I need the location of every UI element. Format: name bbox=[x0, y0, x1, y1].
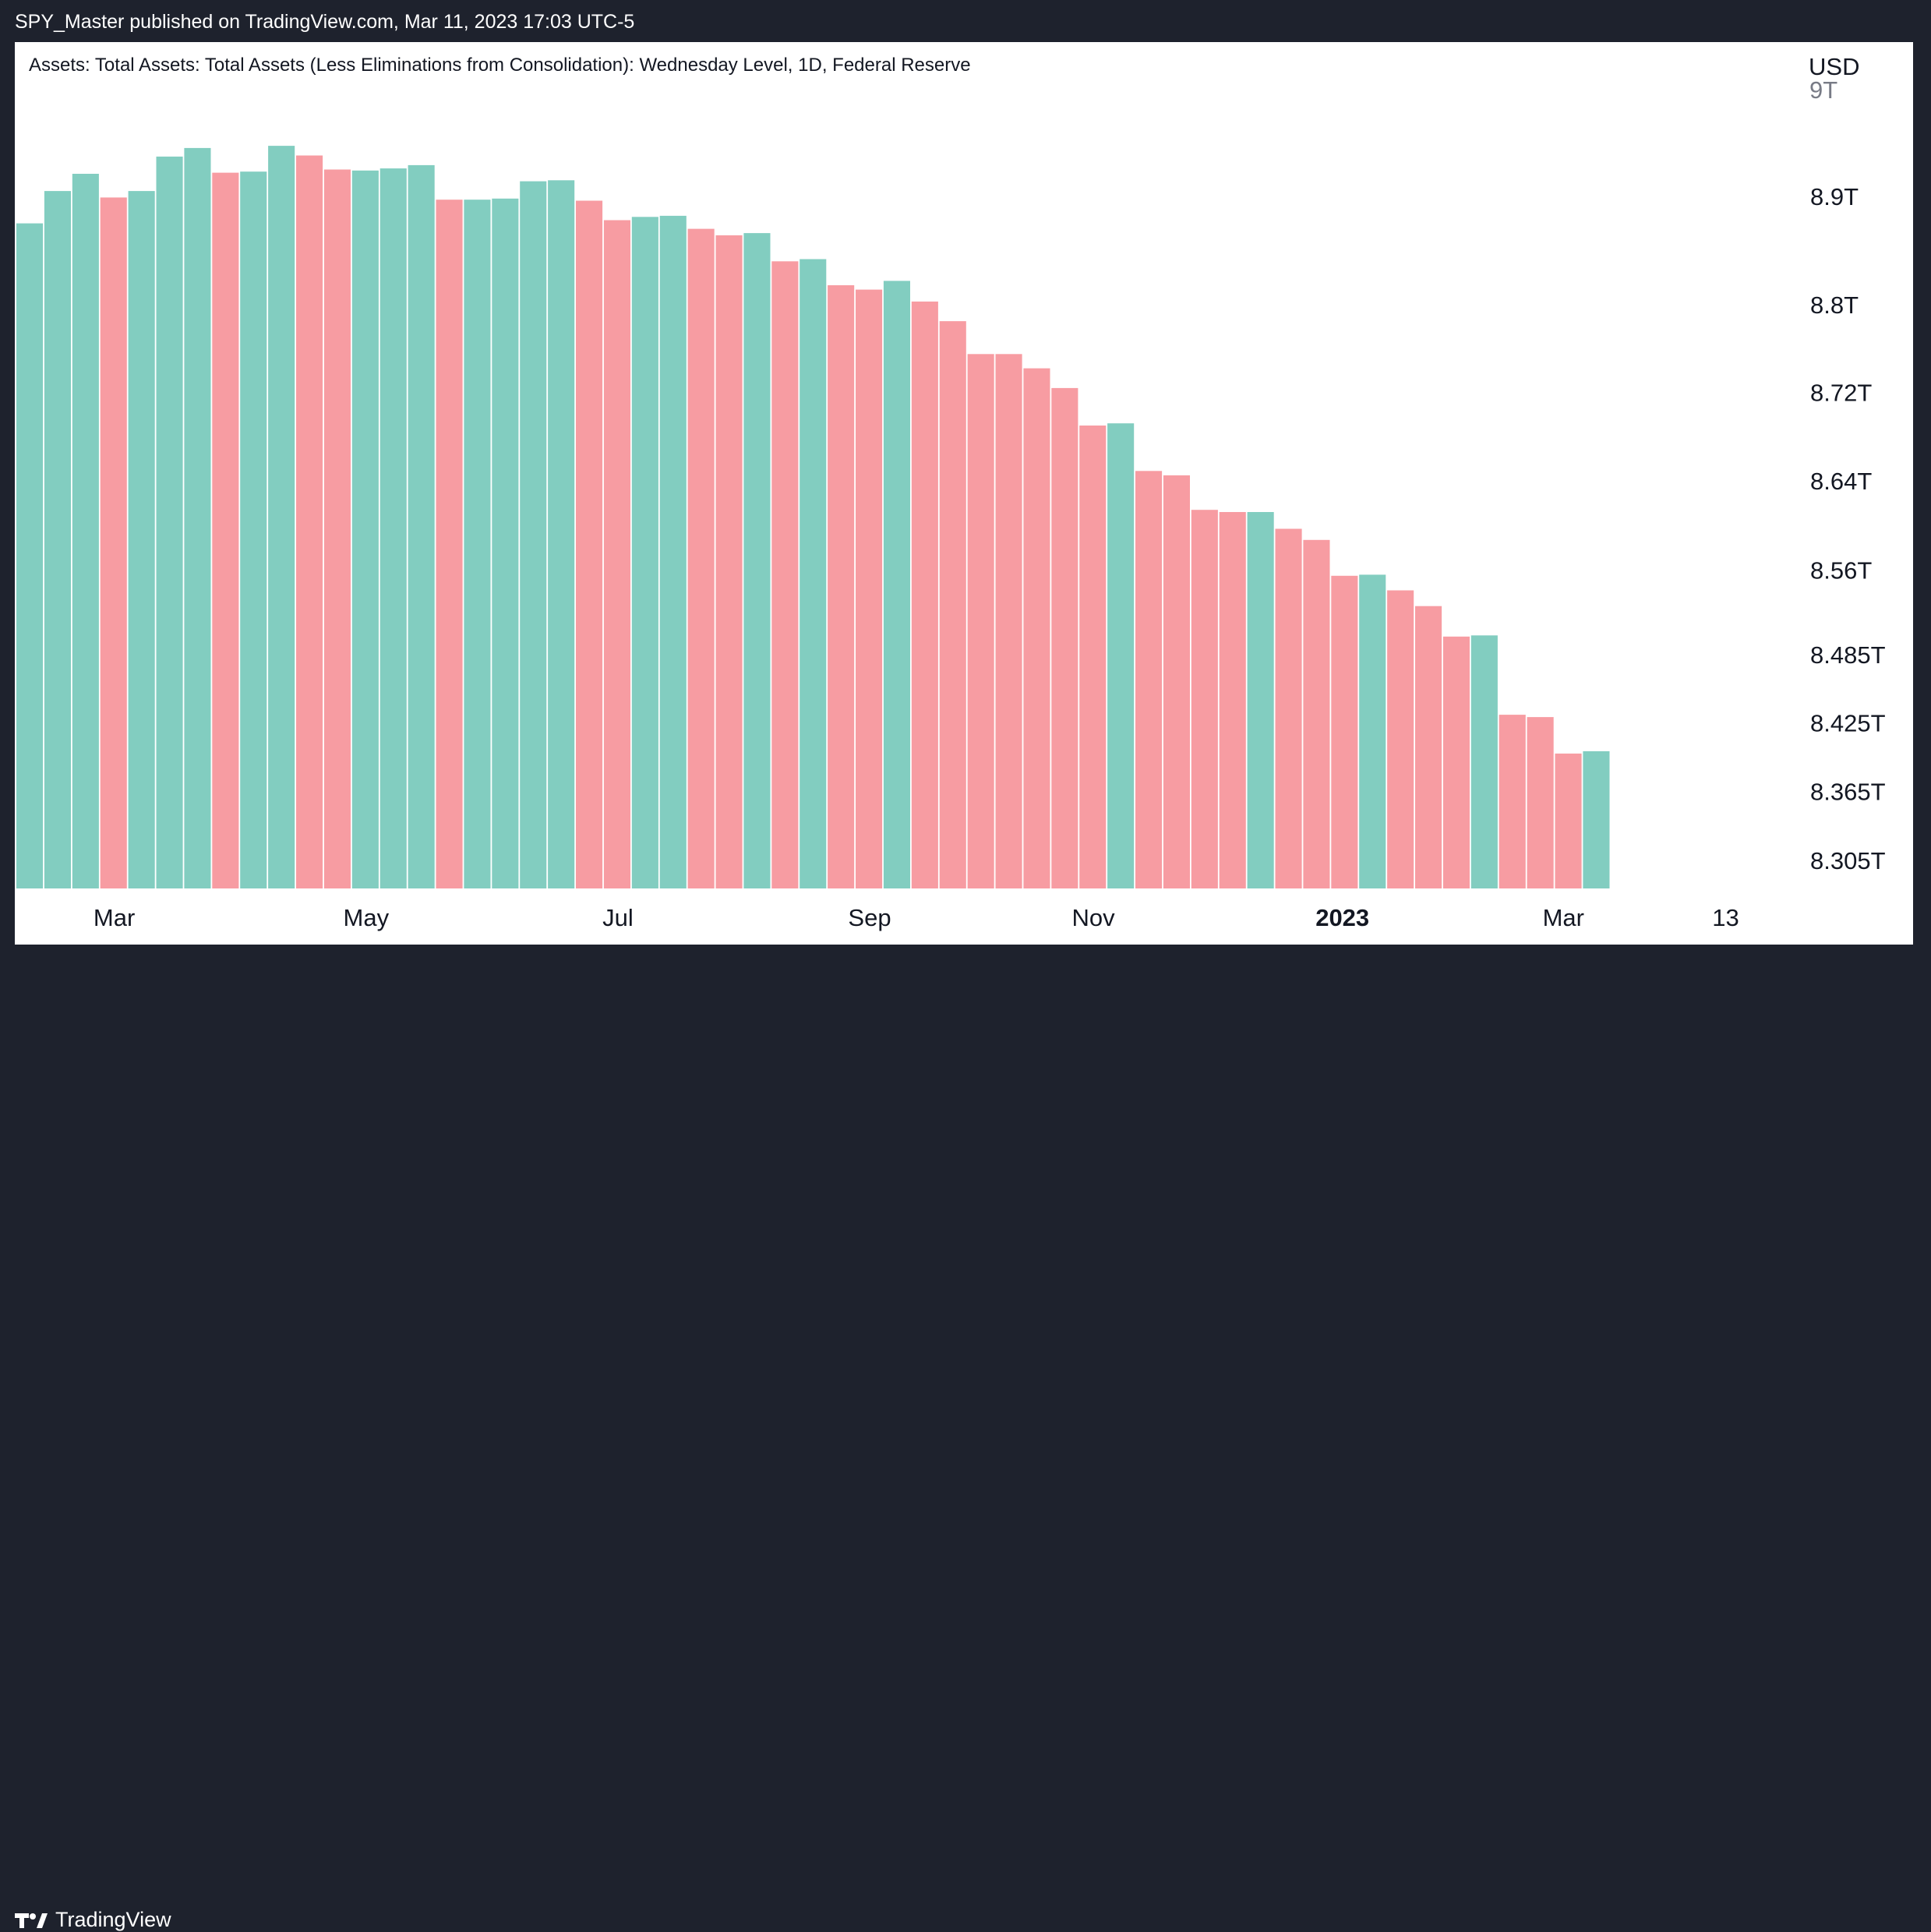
y-tick-label-2: 8.72T bbox=[1810, 380, 1872, 407]
bar-8[interactable] bbox=[240, 171, 267, 888]
bar-2[interactable] bbox=[72, 174, 99, 888]
bar-10[interactable] bbox=[296, 155, 323, 889]
bar-group bbox=[16, 146, 1610, 889]
y-tick-label-3: 8.64T bbox=[1810, 468, 1872, 495]
bar-23[interactable] bbox=[659, 215, 687, 888]
bar-53[interactable] bbox=[1499, 715, 1526, 888]
chart-title: Assets: Total Assets: Total Assets (Less… bbox=[29, 55, 971, 76]
bar-46[interactable] bbox=[1303, 539, 1330, 888]
bar-41[interactable] bbox=[1163, 475, 1190, 888]
bar-24[interactable] bbox=[687, 228, 715, 889]
currency-label[interactable]: USD bbox=[1809, 53, 1860, 80]
bar-7[interactable] bbox=[212, 172, 239, 889]
y-tick-label-4: 8.56T bbox=[1810, 557, 1872, 585]
bar-17[interactable] bbox=[492, 198, 519, 889]
x-tick-label-7: 13 bbox=[1712, 904, 1739, 931]
x-tick-label-5: 2023 bbox=[1315, 904, 1369, 931]
bar-16[interactable] bbox=[464, 200, 491, 888]
bar-54[interactable] bbox=[1527, 717, 1554, 888]
bar-4[interactable] bbox=[128, 191, 155, 889]
y-tick-label-8: 8.305T bbox=[1810, 847, 1886, 874]
bar-19[interactable] bbox=[548, 180, 575, 889]
bar-44[interactable] bbox=[1247, 512, 1274, 888]
bar-15[interactable] bbox=[436, 200, 463, 888]
bar-21[interactable] bbox=[603, 220, 630, 889]
bar-45[interactable] bbox=[1275, 528, 1302, 889]
bar-3[interactable] bbox=[100, 197, 127, 888]
bar-38[interactable] bbox=[1079, 426, 1107, 888]
bar-50[interactable] bbox=[1415, 606, 1442, 888]
tradingview-logo[interactable]: TradingView bbox=[15, 1908, 171, 1932]
bar-25[interactable] bbox=[715, 235, 743, 888]
tradingview-logo-icon bbox=[15, 1913, 48, 1928]
bar-13[interactable] bbox=[379, 168, 407, 889]
bar-22[interactable] bbox=[631, 217, 658, 888]
bar-14[interactable] bbox=[408, 164, 435, 888]
chart-panel[interactable]: 8.9T 8.8T 8.72T 8.64T 8.56T 8.485T 8.425T 8.365… bbox=[15, 42, 1913, 945]
bar-18[interactable] bbox=[520, 181, 547, 889]
bar-34[interactable] bbox=[967, 354, 994, 888]
bar-52[interactable] bbox=[1470, 635, 1498, 888]
y-tick-label-7: 8.365T bbox=[1810, 778, 1886, 805]
bar-37[interactable] bbox=[1051, 387, 1078, 888]
bar-33[interactable] bbox=[939, 321, 966, 889]
bar-48[interactable] bbox=[1359, 574, 1386, 888]
brand-name: TradingView bbox=[55, 1908, 171, 1931]
bar-0[interactable] bbox=[16, 223, 44, 889]
bar-31[interactable] bbox=[883, 281, 910, 888]
bar-26[interactable] bbox=[743, 233, 771, 889]
bar-30[interactable] bbox=[856, 289, 883, 889]
bar-49[interactable] bbox=[1387, 590, 1414, 889]
y-tick-label-5: 8.485T bbox=[1810, 641, 1886, 669]
clipped-price-label: 9T bbox=[1809, 76, 1837, 104]
bar-32[interactable] bbox=[911, 301, 938, 888]
bar-27[interactable] bbox=[771, 261, 799, 888]
top-bar: SPY_Master published on TradingView.com,… bbox=[0, 0, 1931, 42]
x-tick-label-6: Mar bbox=[1543, 904, 1584, 931]
bar-12[interactable] bbox=[351, 170, 379, 889]
bar-20[interactable] bbox=[576, 200, 603, 889]
bar-56[interactable] bbox=[1583, 751, 1610, 888]
bar-43[interactable] bbox=[1219, 512, 1246, 888]
bar-36[interactable] bbox=[1023, 368, 1050, 889]
bar-55[interactable] bbox=[1555, 753, 1582, 888]
bar-11[interactable] bbox=[323, 169, 351, 889]
bar-39[interactable] bbox=[1107, 423, 1135, 888]
bar-9[interactable] bbox=[268, 146, 295, 889]
bar-35[interactable] bbox=[995, 354, 1022, 888]
bar-42[interactable] bbox=[1191, 510, 1218, 888]
x-tick-label-0: Mar bbox=[94, 904, 135, 931]
y-axis: 8.9T 8.8T 8.72T 8.64T 8.56T 8.485T 8.425T 8.365… bbox=[1810, 183, 1886, 874]
bar-6[interactable] bbox=[184, 147, 211, 888]
y-tick-label-1: 8.8T bbox=[1810, 291, 1859, 319]
bar-28[interactable] bbox=[800, 259, 827, 889]
publisher-caption: SPY_Master published on TradingView.com,… bbox=[15, 11, 635, 33]
x-tick-label-2: Jul bbox=[602, 904, 634, 931]
bar-chart[interactable]: 8.9T 8.8T 8.72T 8.64T 8.56T 8.485T 8.425T 8.365… bbox=[15, 42, 1913, 945]
bar-29[interactable] bbox=[828, 285, 855, 888]
x-tick-label-4: Nov bbox=[1072, 904, 1116, 931]
bar-40[interactable] bbox=[1135, 471, 1163, 888]
bar-5[interactable] bbox=[156, 156, 183, 888]
y-tick-label-6: 8.425T bbox=[1810, 709, 1886, 736]
y-tick-label-0: 8.9T bbox=[1810, 183, 1859, 210]
bar-1[interactable] bbox=[44, 191, 71, 889]
bar-47[interactable] bbox=[1331, 575, 1358, 888]
bar-51[interactable] bbox=[1442, 636, 1470, 888]
x-axis: Mar May Jul Sep Nov 2023 Mar 13 bbox=[94, 904, 1739, 931]
x-tick-label-3: Sep bbox=[848, 904, 891, 931]
x-tick-label-1: May bbox=[344, 904, 390, 931]
footer-bar: TradingView bbox=[0, 945, 1931, 1931]
